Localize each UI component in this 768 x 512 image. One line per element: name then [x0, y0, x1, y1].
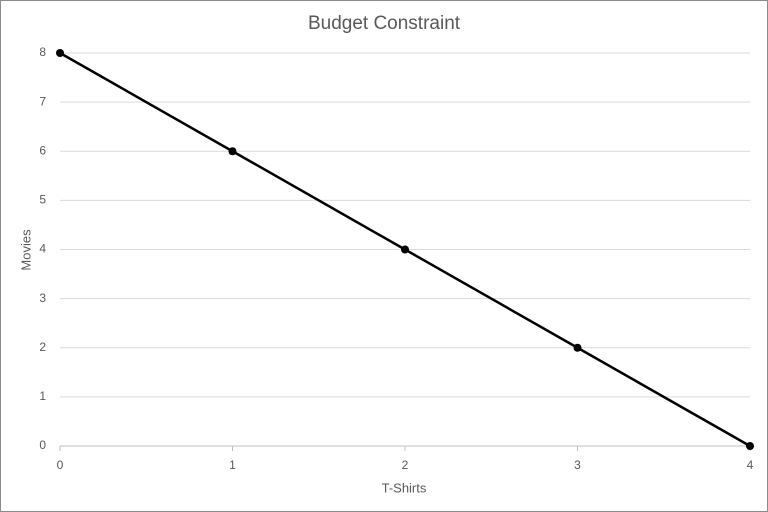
- y-tick-label: 6: [39, 143, 46, 157]
- y-tick-label: 5: [39, 193, 46, 207]
- y-tick-label: 1: [39, 389, 46, 403]
- y-tick-label: 7: [39, 94, 46, 108]
- data-point: [401, 245, 409, 254]
- x-axis-title: T-Shirts: [382, 480, 427, 495]
- x-tick-label: 4: [747, 458, 754, 472]
- data-point: [56, 49, 64, 57]
- y-tick-label: 8: [39, 45, 46, 59]
- y-tick-label: 2: [39, 340, 46, 354]
- y-tick-label: 0: [39, 438, 46, 452]
- x-tick-label: 1: [229, 458, 236, 472]
- data-point: [573, 343, 582, 352]
- x-tick-label: 0: [57, 458, 64, 472]
- chart-title: Budget Constraint: [308, 13, 461, 34]
- data-point: [228, 147, 237, 156]
- y-axis-title: Movies: [18, 229, 33, 271]
- y-tick-label: 4: [39, 242, 46, 256]
- data-point: [746, 442, 754, 450]
- x-tick-label: 3: [574, 458, 581, 472]
- y-tick-label: 3: [39, 291, 46, 305]
- x-tick-label: 2: [402, 458, 409, 472]
